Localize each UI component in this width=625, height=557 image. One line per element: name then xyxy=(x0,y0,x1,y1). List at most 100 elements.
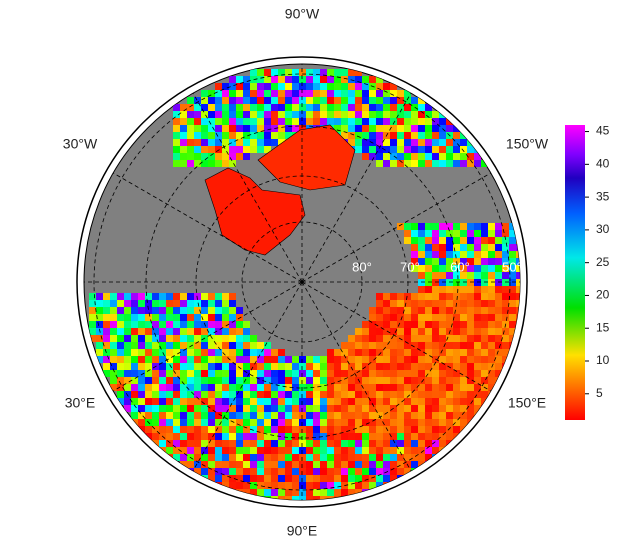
data-cell xyxy=(439,405,446,412)
data-cell xyxy=(173,454,180,461)
data-cell xyxy=(327,118,334,125)
data-cell xyxy=(502,335,509,342)
data-cell xyxy=(229,405,236,412)
data-cell xyxy=(236,454,243,461)
data-cell xyxy=(194,111,201,118)
data-cell xyxy=(152,300,159,307)
data-cell xyxy=(180,461,187,468)
data-cell xyxy=(411,300,418,307)
data-cell xyxy=(222,433,229,440)
data-cell xyxy=(404,426,411,433)
data-cell xyxy=(306,384,313,391)
data-cell xyxy=(397,97,404,104)
data-cell xyxy=(208,335,215,342)
data-cell xyxy=(194,398,201,405)
data-cell xyxy=(348,139,355,146)
data-cell xyxy=(243,321,250,328)
data-cell xyxy=(362,426,369,433)
data-cell xyxy=(173,405,180,412)
data-cell xyxy=(271,118,278,125)
data-cell xyxy=(446,230,453,237)
data-cell xyxy=(187,97,194,104)
data-cell xyxy=(432,251,439,258)
data-cell xyxy=(271,391,278,398)
data-cell xyxy=(502,328,509,335)
data-cell xyxy=(425,321,432,328)
data-cell xyxy=(264,384,271,391)
data-cell xyxy=(152,412,159,419)
data-cell xyxy=(334,391,341,398)
data-cell xyxy=(201,153,208,160)
data-cell xyxy=(250,489,257,496)
data-cell xyxy=(355,461,362,468)
data-cell xyxy=(474,160,481,167)
data-cell xyxy=(404,384,411,391)
data-cell xyxy=(222,321,229,328)
data-cell xyxy=(355,412,362,419)
data-cell xyxy=(481,335,488,342)
data-cell xyxy=(187,440,194,447)
data-cell xyxy=(215,104,222,111)
data-cell xyxy=(201,314,208,321)
data-cell xyxy=(306,76,313,83)
data-cell xyxy=(236,426,243,433)
data-cell xyxy=(96,328,103,335)
data-cell xyxy=(180,412,187,419)
data-cell xyxy=(257,125,264,132)
data-cell xyxy=(320,69,327,76)
data-cell xyxy=(250,356,257,363)
data-cell xyxy=(166,356,173,363)
data-cell xyxy=(327,440,334,447)
data-cell xyxy=(278,377,285,384)
data-cell xyxy=(320,398,327,405)
data-cell xyxy=(131,391,138,398)
data-cell xyxy=(432,153,439,160)
data-cell xyxy=(222,405,229,412)
data-cell xyxy=(236,482,243,489)
data-cell xyxy=(509,258,516,265)
data-cell xyxy=(278,363,285,370)
data-cell xyxy=(334,97,341,104)
data-cell xyxy=(264,132,271,139)
data-cell xyxy=(250,454,257,461)
data-cell xyxy=(201,391,208,398)
data-cell xyxy=(208,349,215,356)
data-cell xyxy=(320,468,327,475)
data-cell xyxy=(376,160,383,167)
data-cell xyxy=(341,440,348,447)
data-cell xyxy=(397,426,404,433)
data-cell xyxy=(264,370,271,377)
data-cell xyxy=(180,356,187,363)
data-cell xyxy=(425,223,432,230)
data-cell xyxy=(502,286,509,293)
data-cell xyxy=(306,370,313,377)
data-cell xyxy=(299,447,306,454)
data-cell xyxy=(145,398,152,405)
data-cell xyxy=(229,76,236,83)
data-cell xyxy=(327,433,334,440)
data-cell xyxy=(369,356,376,363)
data-cell xyxy=(124,293,131,300)
data-cell xyxy=(376,328,383,335)
data-cell xyxy=(215,454,222,461)
data-cell xyxy=(264,349,271,356)
data-cell xyxy=(446,279,453,286)
data-cell xyxy=(439,356,446,363)
data-cell xyxy=(509,300,516,307)
data-cell xyxy=(432,314,439,321)
data-cell xyxy=(271,475,278,482)
data-cell xyxy=(446,363,453,370)
data-cell xyxy=(348,342,355,349)
data-cell xyxy=(348,412,355,419)
data-cell xyxy=(509,237,516,244)
data-cell xyxy=(124,363,131,370)
data-cell xyxy=(320,489,327,496)
data-cell xyxy=(187,160,194,167)
data-cell xyxy=(257,475,264,482)
data-cell xyxy=(404,111,411,118)
data-cell xyxy=(271,83,278,90)
data-cell xyxy=(327,356,334,363)
data-cell xyxy=(411,258,418,265)
data-cell xyxy=(446,405,453,412)
data-cell xyxy=(425,104,432,111)
